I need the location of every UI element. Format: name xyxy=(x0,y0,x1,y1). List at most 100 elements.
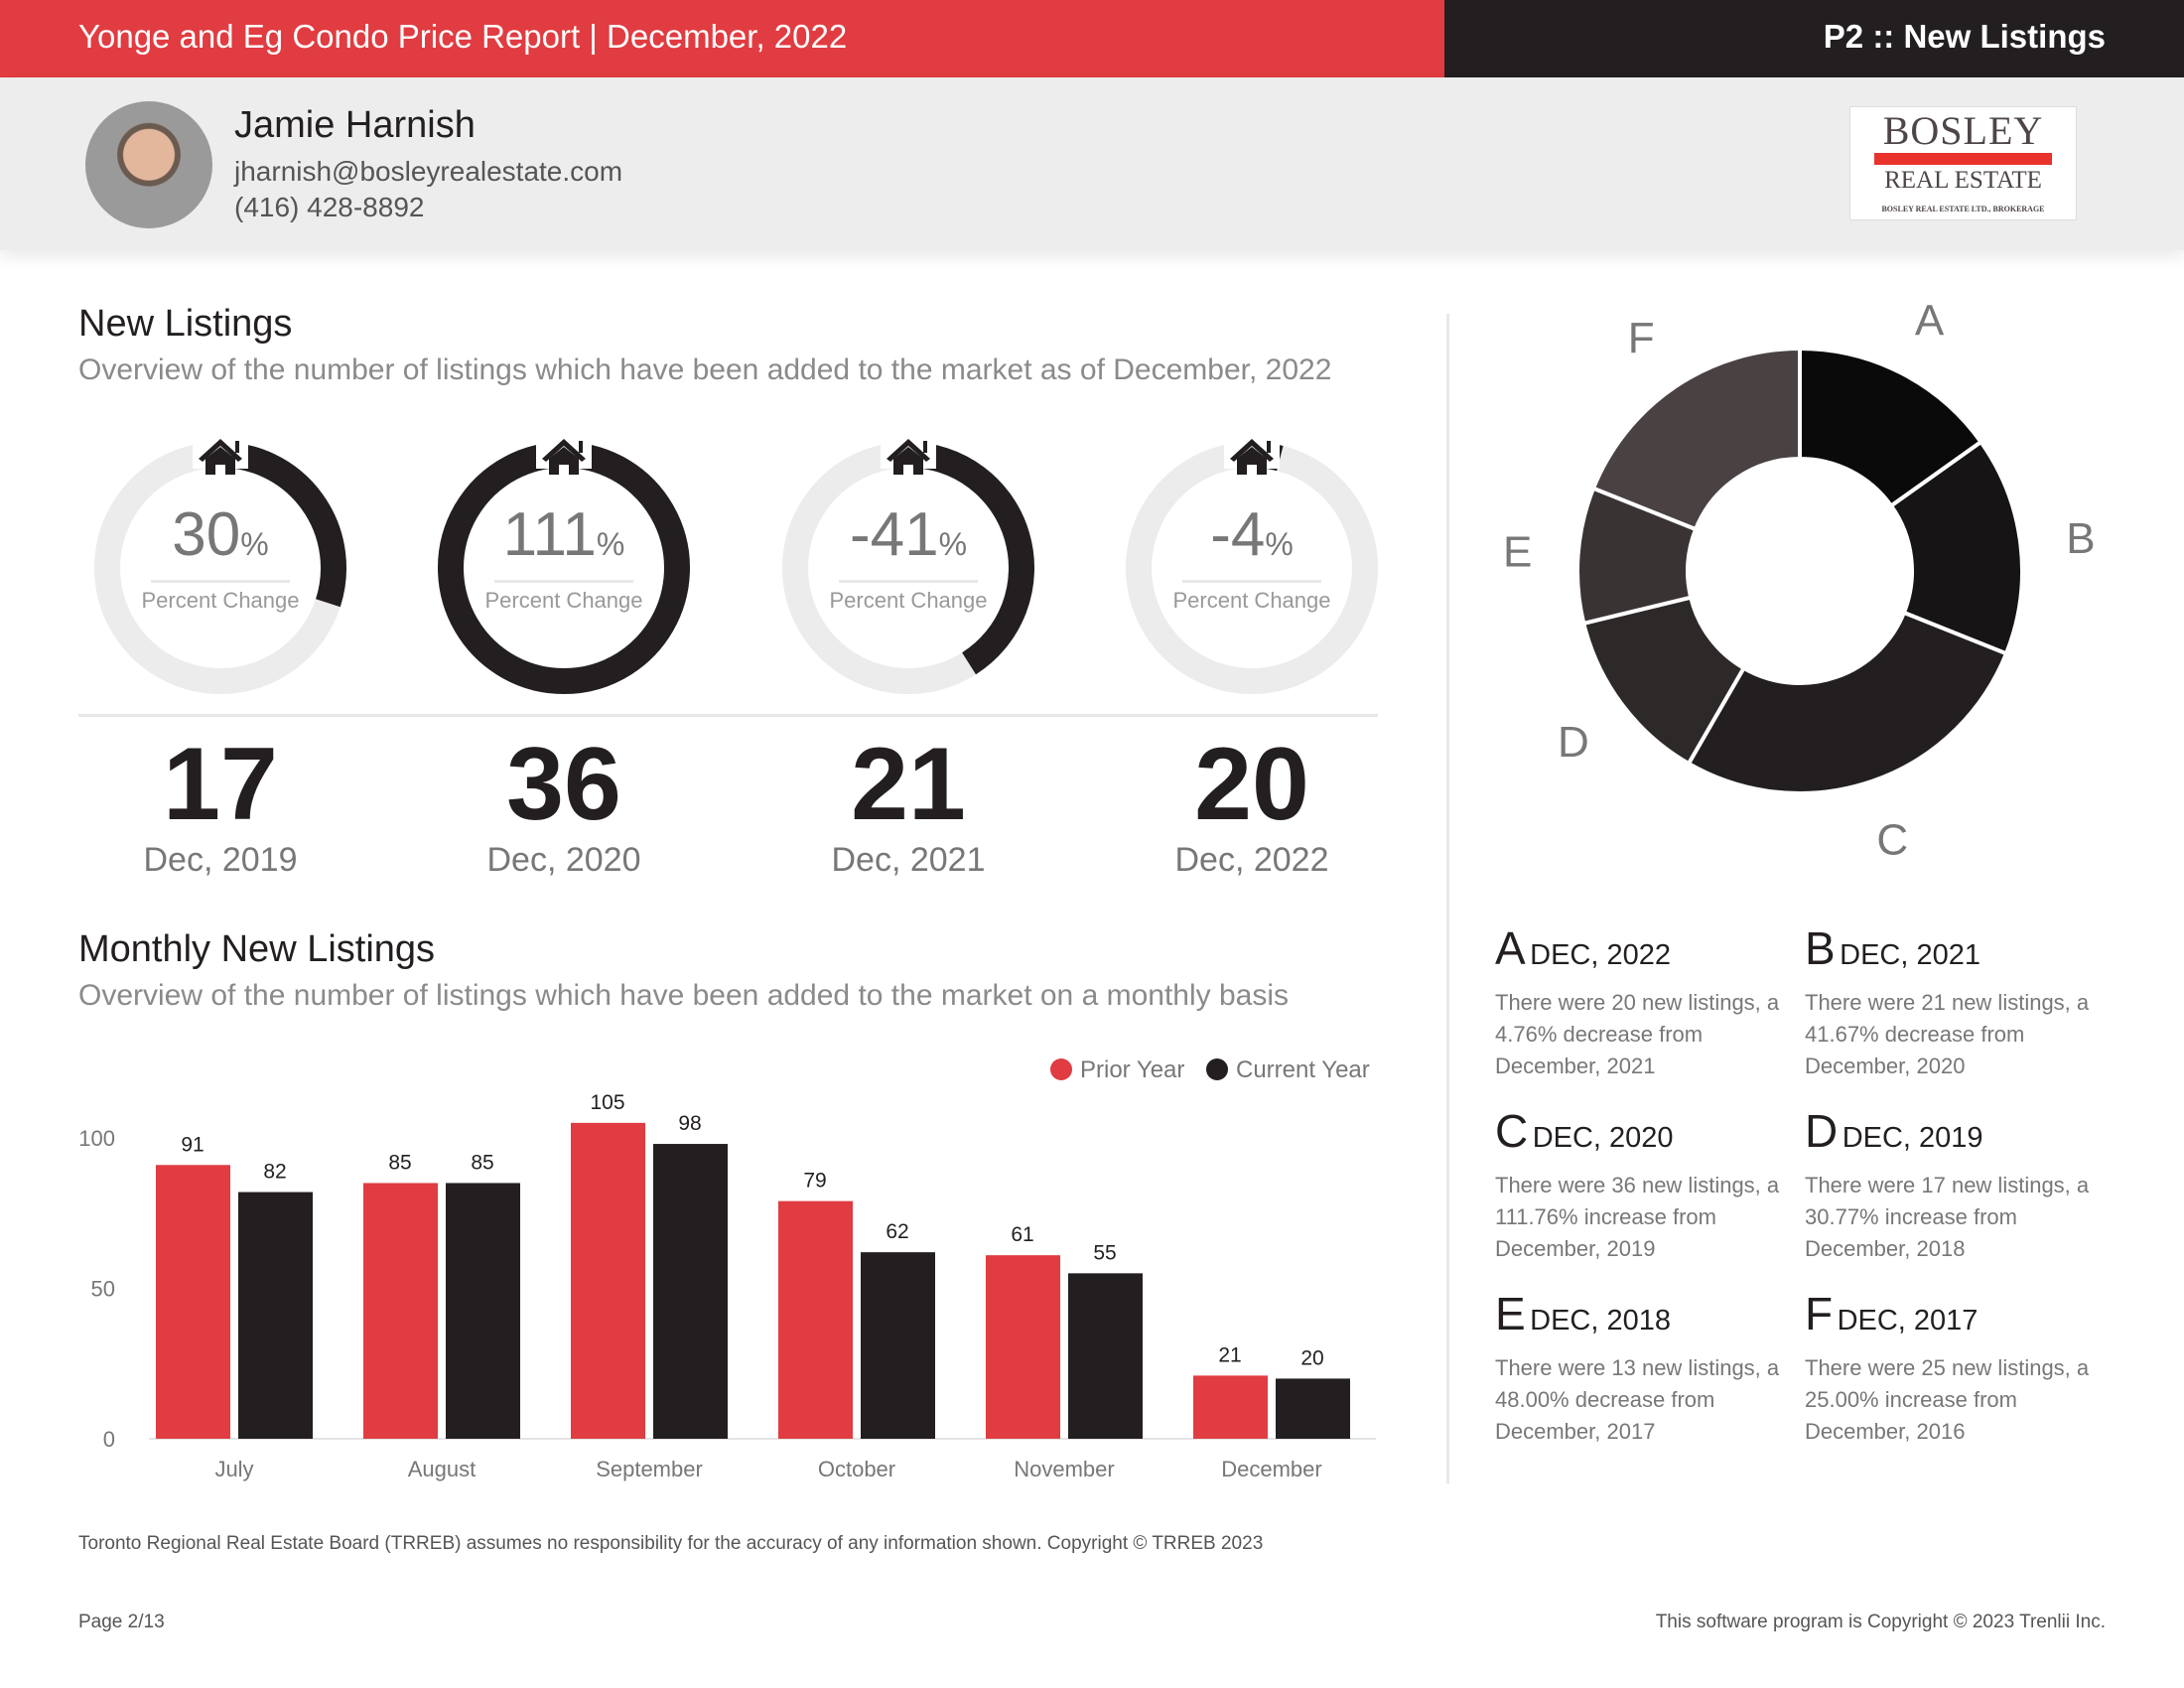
bar-prior-year xyxy=(1193,1375,1268,1439)
legend-label: Current Year xyxy=(1236,1056,1370,1083)
legend-date: DEC, 2020 xyxy=(1532,1122,1674,1154)
y-tick-label: 50 xyxy=(91,1277,115,1302)
agent-phone: (416) 428-8892 xyxy=(234,192,425,222)
section-title: Monthly New Listings xyxy=(78,928,436,970)
donut-legend: A DEC, 2022 There were 20 new listings, a… xyxy=(1495,921,2130,1448)
donut-label: C xyxy=(1876,815,1908,864)
logo-text: BOSLEY xyxy=(1882,108,2044,153)
bar-value-label: 91 xyxy=(181,1133,204,1156)
legend-date: DEC, 2022 xyxy=(1530,939,1671,971)
donut-label: B xyxy=(2066,514,2095,563)
percent-label: Percent Change xyxy=(829,588,988,613)
listing-count: 36 xyxy=(506,727,621,842)
percent-value: 30% xyxy=(172,500,269,569)
donut-legend-item: F DEC, 2017 There were 25 new listings, a… xyxy=(1805,1287,2103,1448)
bar-current-year xyxy=(1276,1378,1350,1439)
house-icon xyxy=(1230,439,1274,475)
legend-date: DEC, 2021 xyxy=(1840,939,1980,971)
donut-legend-item: E DEC, 2018 There were 13 new listings, a… xyxy=(1495,1287,1793,1448)
legend-description: There were 20 new listings, a 4.76% decr… xyxy=(1495,990,1780,1078)
agent-band xyxy=(0,77,2184,250)
count-date: Dec, 2020 xyxy=(486,841,641,879)
percent-label: Percent Change xyxy=(1172,588,1331,613)
legend-date: DEC, 2019 xyxy=(1842,1122,1983,1154)
page-number: Page 2/13 xyxy=(78,1612,165,1632)
donut-label: F xyxy=(1628,314,1655,362)
bar-value-label: 85 xyxy=(388,1151,411,1174)
listing-count: 20 xyxy=(1194,727,1309,842)
gauge-arc xyxy=(219,442,346,608)
bar-value-label: 79 xyxy=(803,1170,826,1193)
donut-legend-item: B DEC, 2021 There were 21 new listings, a… xyxy=(1805,921,2103,1082)
logo-text: BOSLEY REAL ESTATE LTD., BROKERAGE xyxy=(1881,205,2045,213)
agent-email[interactable]: jharnish@bosleyrealestate.com xyxy=(234,156,623,187)
percent-change-gauge: -41% Percent Change xyxy=(769,429,1047,707)
brokerage-logo: BOSLEY REAL ESTATE BOSLEY REAL ESTATE LT… xyxy=(1849,106,2077,220)
header-title-band xyxy=(0,0,1444,77)
legend-prior-year: Prior Year xyxy=(1050,1056,1184,1084)
percent-value: -41% xyxy=(849,500,968,569)
donut-label: D xyxy=(1558,718,1589,767)
gauge-divider xyxy=(151,580,290,583)
donut-slice-a xyxy=(1798,346,1984,509)
legend-letter: A xyxy=(1495,922,1526,974)
gauge-arc xyxy=(437,442,690,694)
bar-value-label: 98 xyxy=(678,1112,701,1135)
legend-label: Prior Year xyxy=(1080,1056,1185,1083)
bar-prior-year xyxy=(571,1122,645,1439)
bar-value-label: 21 xyxy=(1218,1343,1241,1366)
legend-dot xyxy=(1050,1058,1072,1080)
donut-legend-item: D DEC, 2019 There were 17 new listings, a… xyxy=(1805,1104,2103,1265)
legend-dot xyxy=(1206,1058,1228,1080)
percent-label: Percent Change xyxy=(484,588,643,613)
legend-date: DEC, 2017 xyxy=(1837,1305,1979,1336)
report-title: Yonge and Eg Condo Price Report | Decemb… xyxy=(78,18,848,55)
donut-slice-f xyxy=(1590,346,1802,532)
bar-value-label: 62 xyxy=(886,1220,908,1243)
section-subtitle: Overview of the number of listings which… xyxy=(78,353,1332,386)
y-tick-label: 100 xyxy=(78,1126,115,1151)
count-date: Dec, 2019 xyxy=(143,841,298,879)
legend-description: There were 21 new listings, a 41.67% dec… xyxy=(1805,990,2090,1078)
bar-current-year xyxy=(653,1144,728,1439)
bar-prior-year xyxy=(156,1165,230,1439)
x-tick-label: November xyxy=(1014,1457,1114,1481)
bar-current-year xyxy=(238,1192,313,1439)
house-icon xyxy=(199,439,242,475)
divider xyxy=(78,714,1378,717)
legend-description: There were 13 new listings, a 48.00% dec… xyxy=(1495,1355,1780,1444)
agent-avatar xyxy=(85,101,212,228)
donut-label: A xyxy=(1915,297,1945,346)
bar-prior-year xyxy=(986,1255,1060,1439)
legend-letter: F xyxy=(1805,1288,1834,1339)
gauge-divider xyxy=(839,580,978,583)
bar-prior-year xyxy=(778,1200,853,1439)
legend-description: There were 25 new listings, a 25.00% inc… xyxy=(1805,1355,2090,1444)
count-date: Dec, 2021 xyxy=(831,841,986,879)
bar-current-year xyxy=(1068,1273,1143,1439)
bar-value-label: 82 xyxy=(263,1161,286,1184)
bar-current-year xyxy=(446,1183,520,1439)
donut-legend-item: C DEC, 2020 There were 36 new listings, a… xyxy=(1495,1104,1793,1265)
x-tick-label: October xyxy=(818,1457,895,1481)
x-tick-label: December xyxy=(1221,1457,1321,1481)
legend-letter: C xyxy=(1495,1105,1529,1157)
y-tick-label: 0 xyxy=(103,1427,115,1452)
software-copyright: This software program is Copyright © 202… xyxy=(1655,1612,2106,1632)
percent-value: 111% xyxy=(502,500,625,569)
disclaimer: Toronto Regional Real Estate Board (TRRE… xyxy=(78,1533,1264,1554)
listing-count: 21 xyxy=(851,727,966,842)
x-tick-label: September xyxy=(596,1457,703,1481)
house-icon xyxy=(887,439,930,475)
bar-prior-year xyxy=(363,1183,438,1439)
page-label: P2 :: New Listings xyxy=(1823,18,2106,55)
logo-text: REAL ESTATE xyxy=(1884,167,2042,194)
bar-value-label: 85 xyxy=(471,1151,493,1174)
bar-current-year xyxy=(861,1252,935,1439)
percent-label: Percent Change xyxy=(141,588,300,613)
percent-value: -4% xyxy=(1210,500,1294,569)
percent-change-gauge: 30% Percent Change xyxy=(81,429,359,707)
vertical-divider xyxy=(1446,314,1449,1483)
donut-slice-b xyxy=(1888,439,2024,656)
x-tick-label: July xyxy=(214,1457,253,1481)
